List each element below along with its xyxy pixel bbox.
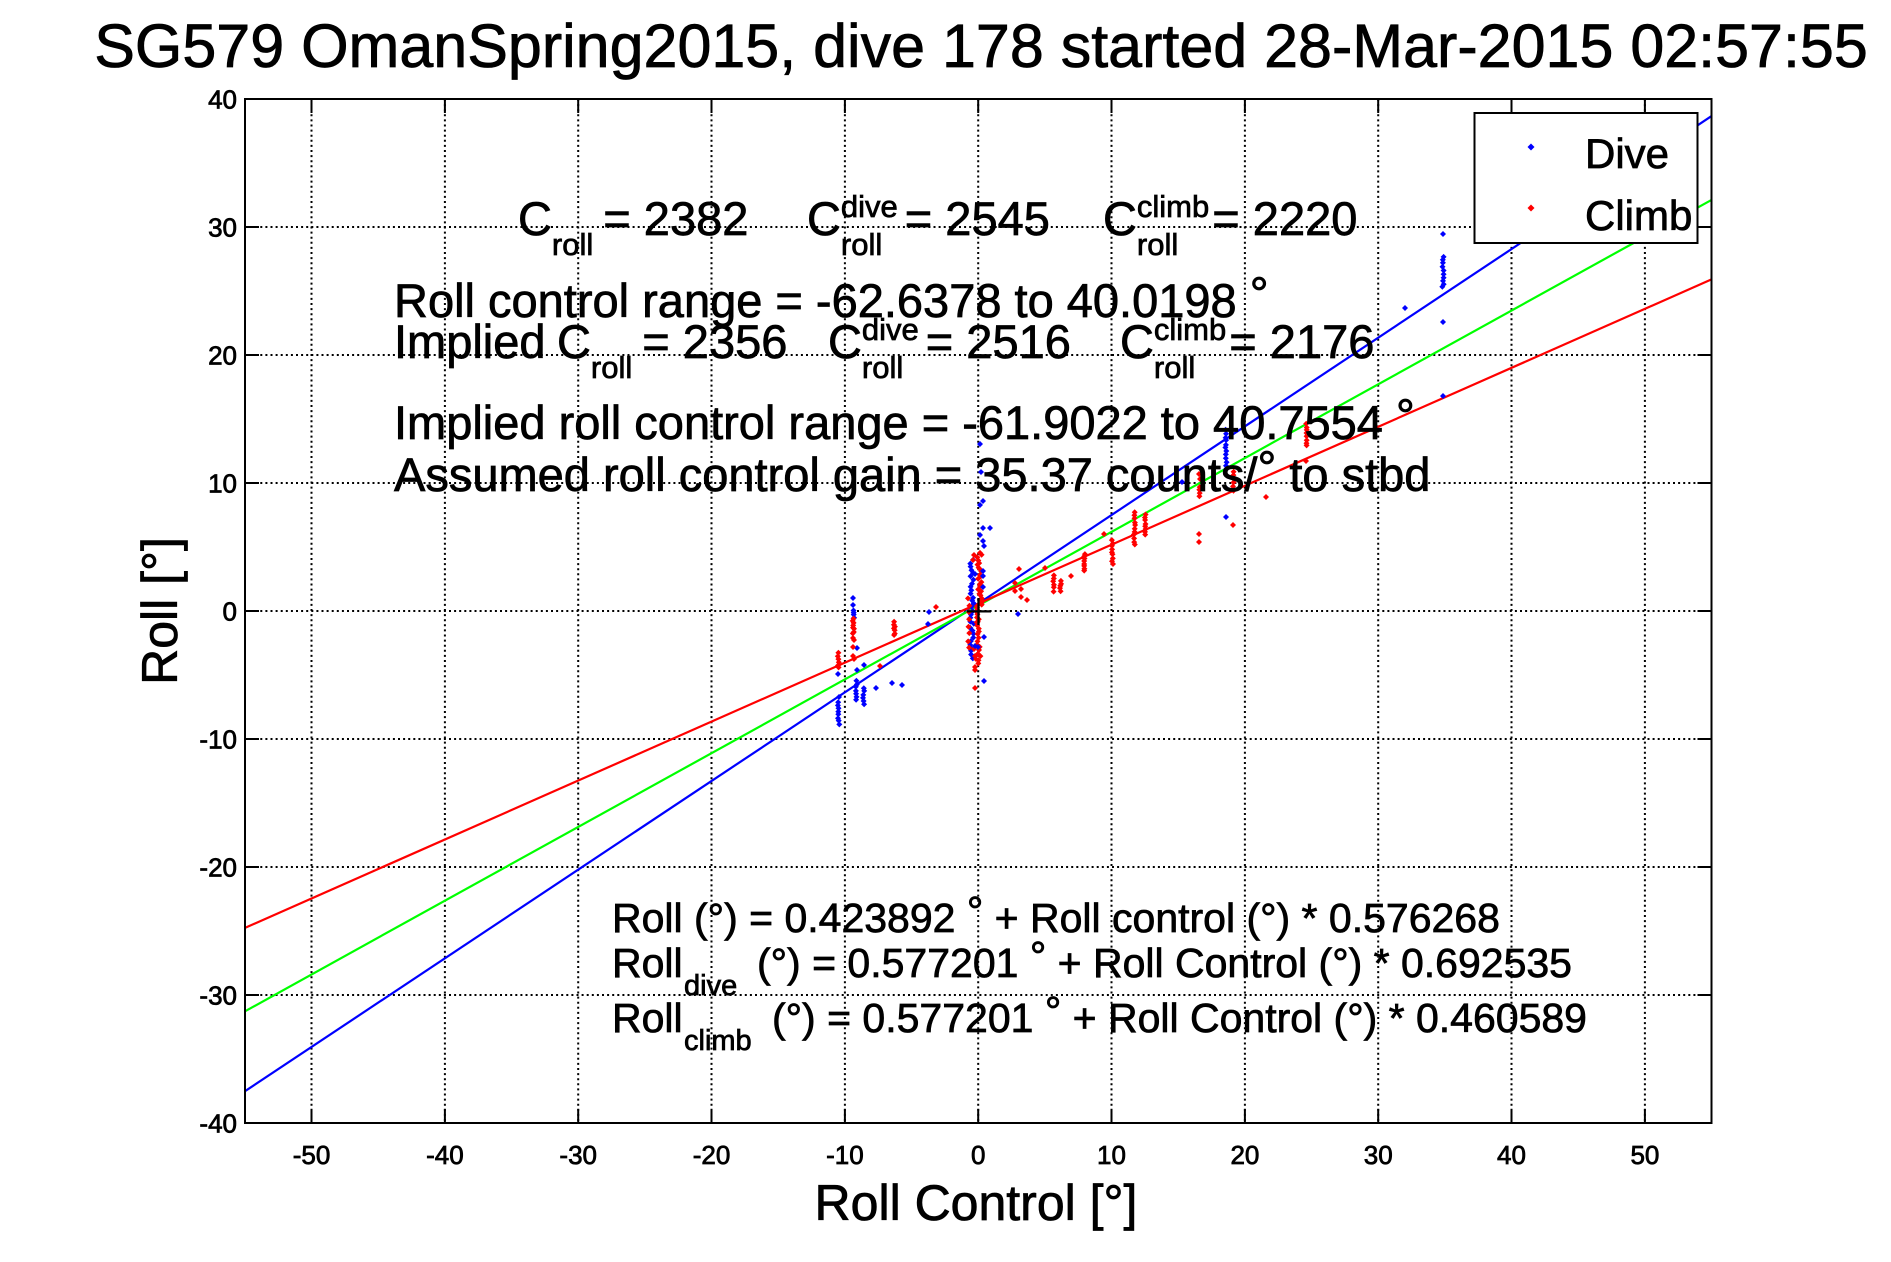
svg-text:10: 10 — [1097, 1140, 1126, 1170]
svg-text:Roll control range = -62.6378: Roll control range = -62.6378 to 40.0198… — [394, 267, 1269, 327]
svg-text:30: 30 — [1364, 1140, 1393, 1170]
svg-text:dive: dive — [841, 189, 898, 224]
svg-text:climb: climb — [1154, 312, 1226, 347]
svg-text:-40: -40 — [426, 1140, 464, 1170]
svg-text:= 2382: = 2382 — [603, 192, 748, 245]
svg-text:roll: roll — [1154, 350, 1195, 385]
svg-text:Implied roll control range = -: Implied roll control range = -61.9022 to… — [394, 389, 1415, 449]
svg-text:C: C — [807, 192, 841, 245]
svg-text:roll: roll — [552, 227, 593, 262]
svg-text:roll: roll — [591, 350, 632, 385]
svg-text:(°) = 0.577201 °​ + Roll Contr: (°) = 0.577201 °​ + Roll Control (°) * 0… — [772, 988, 1587, 1041]
svg-text:Roll: Roll — [612, 995, 683, 1041]
svg-text:-50: -50 — [293, 1140, 331, 1170]
svg-text:climb: climb — [1137, 189, 1209, 224]
svg-text:(°) = 0.577201 °​ + Roll Contr: (°) = 0.577201 °​ + Roll Control (°) * 0… — [757, 933, 1572, 986]
svg-text:climb: climb — [684, 1025, 752, 1057]
svg-text:C: C — [557, 315, 591, 368]
svg-text:C: C — [518, 192, 552, 245]
svg-text:Roll (°) = 0.423892 °​ + Roll: Roll (°) = 0.423892 °​ + Roll control (°… — [612, 888, 1500, 941]
svg-text:roll: roll — [841, 227, 882, 262]
svg-text:Roll [°]: Roll [°] — [132, 537, 188, 685]
svg-text:Climb: Climb — [1585, 192, 1692, 239]
svg-text:40: 40 — [208, 85, 237, 115]
svg-text:= 2176: = 2176 — [1229, 315, 1374, 368]
svg-text:= 2516: = 2516 — [926, 315, 1071, 368]
svg-text:= 2356: = 2356 — [642, 315, 787, 368]
svg-text:20: 20 — [1230, 1140, 1259, 1170]
svg-text:Assumed roll control gain = 35: Assumed roll control gain = 35.37 counts… — [394, 441, 1430, 501]
svg-text:= 2545: = 2545 — [905, 192, 1050, 245]
svg-text:SG579 OmanSpring2015, dive 178: SG579 OmanSpring2015, dive 178 started 2… — [94, 12, 1868, 80]
svg-text:-10: -10 — [826, 1140, 864, 1170]
svg-text:0: 0 — [223, 597, 237, 627]
svg-text:roll: roll — [862, 350, 903, 385]
svg-text:roll: roll — [1137, 227, 1178, 262]
svg-text:10: 10 — [208, 469, 237, 499]
svg-text:dive: dive — [862, 312, 919, 347]
svg-text:Dive: Dive — [1585, 130, 1669, 177]
svg-text:-20: -20 — [199, 853, 237, 883]
svg-text:50: 50 — [1630, 1140, 1659, 1170]
svg-text:Implied: Implied — [394, 315, 546, 368]
svg-text:C: C — [828, 315, 862, 368]
svg-text:dive: dive — [684, 970, 737, 1002]
svg-text:-30: -30 — [559, 1140, 597, 1170]
svg-text:Roll: Roll — [612, 940, 683, 986]
svg-text:C: C — [1103, 192, 1137, 245]
svg-text:-40: -40 — [199, 1109, 237, 1139]
svg-text:C: C — [1120, 315, 1154, 368]
svg-text:-10: -10 — [199, 725, 237, 755]
svg-text:= 2220: = 2220 — [1212, 192, 1357, 245]
svg-text:30: 30 — [208, 213, 237, 243]
svg-text:Roll Control [°]: Roll Control [°] — [815, 1175, 1138, 1231]
svg-text:-20: -20 — [693, 1140, 731, 1170]
svg-text:20: 20 — [208, 341, 237, 371]
svg-text:40: 40 — [1497, 1140, 1526, 1170]
svg-text:0: 0 — [971, 1140, 985, 1170]
svg-text:-30: -30 — [199, 981, 237, 1011]
